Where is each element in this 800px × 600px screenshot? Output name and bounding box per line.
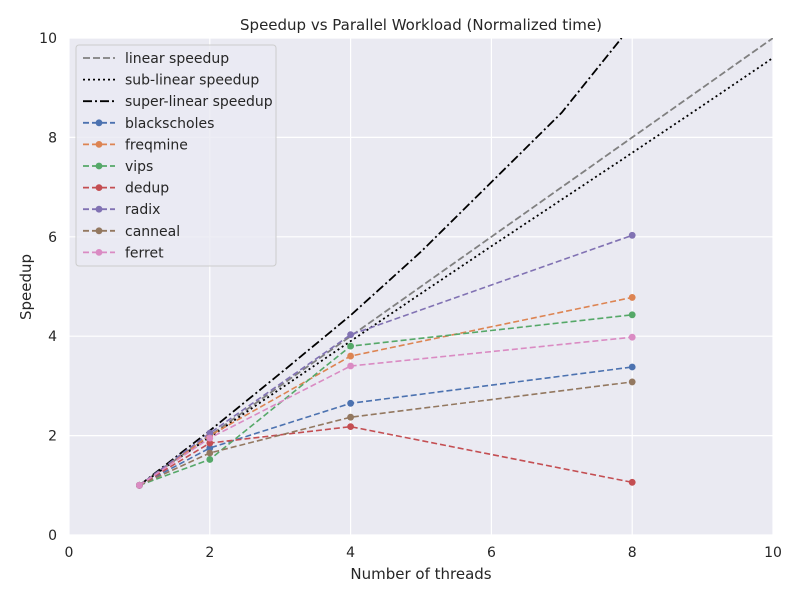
series-line: [139, 366, 633, 487]
data-point: [347, 352, 354, 360]
legend-label: dedup: [125, 181, 169, 197]
reference-line: [138, 38, 773, 487]
reference-line: [138, 38, 623, 487]
legend-label: ferret: [125, 245, 164, 261]
data-point: [628, 363, 636, 371]
x-tick-label: 8: [628, 545, 637, 561]
data-point: [628, 478, 636, 486]
legend-label: freqmine: [125, 137, 188, 153]
legend-label: canneal: [125, 224, 180, 240]
series-line: [138, 425, 633, 486]
data-point: [347, 413, 354, 421]
chart-title: Speedup vs Parallel Workload (Normalized…: [240, 16, 602, 34]
data-point: [347, 331, 354, 339]
y-tick-label: 4: [48, 329, 57, 345]
series-line: [138, 296, 633, 486]
y-tick-label: 10: [39, 31, 57, 47]
series-line: [139, 381, 633, 487]
data-point: [628, 378, 636, 386]
data-points: [136, 231, 636, 489]
y-tick-label: 8: [48, 130, 57, 146]
legend-label: vips: [125, 159, 153, 175]
legend-marker: [95, 227, 103, 235]
data-point: [347, 362, 354, 370]
x-tick-label: 6: [487, 545, 496, 561]
series-line: [138, 234, 633, 486]
legend-label: blackscholes: [125, 116, 214, 132]
data-point: [206, 444, 214, 452]
data-point: [206, 429, 214, 437]
data-point: [628, 333, 636, 341]
y-axis-label: Speedup: [17, 254, 35, 320]
x-tick-label: 0: [65, 545, 74, 561]
data-point: [347, 342, 354, 350]
series-line: [138, 336, 633, 486]
legend-marker: [95, 141, 103, 148]
legend-marker: [95, 184, 103, 192]
gridlines: [68, 37, 774, 536]
y-tick-label: 2: [48, 429, 57, 445]
y-tick-label: 0: [48, 528, 57, 544]
x-tick-label: 10: [764, 545, 782, 561]
data-point: [206, 456, 214, 463]
legend-marker: [95, 162, 103, 170]
x-tick-label: 2: [205, 545, 214, 561]
data-point: [136, 481, 143, 489]
legend: linear speedup sub-linear speedup super-li…: [75, 44, 277, 267]
data-point: [206, 449, 214, 457]
series-lines: [138, 38, 773, 487]
tick-labels: 0 2 4 6 8 10 0 2 4 6 8 10: [39, 31, 782, 561]
data-point: [206, 439, 214, 447]
legend-label: super-linear speedup: [125, 94, 273, 110]
legend-marker: [95, 205, 103, 213]
data-point: [628, 294, 636, 301]
data-point: [206, 434, 214, 442]
legend-marker: [95, 249, 103, 256]
legend-label: linear speedup: [125, 51, 229, 67]
data-point: [347, 423, 354, 431]
legend-marker: [95, 119, 103, 127]
y-tick-label: 6: [48, 230, 57, 246]
legend-label: radix: [125, 202, 160, 218]
x-axis-label: Number of threads: [350, 565, 491, 583]
legend-label: sub-linear speedup: [125, 73, 259, 89]
data-point: [628, 231, 636, 239]
data-point: [628, 311, 636, 319]
legend-box: [75, 44, 277, 267]
x-tick-label: 4: [346, 545, 355, 561]
reference-line: [138, 57, 773, 487]
data-point: [347, 399, 354, 407]
